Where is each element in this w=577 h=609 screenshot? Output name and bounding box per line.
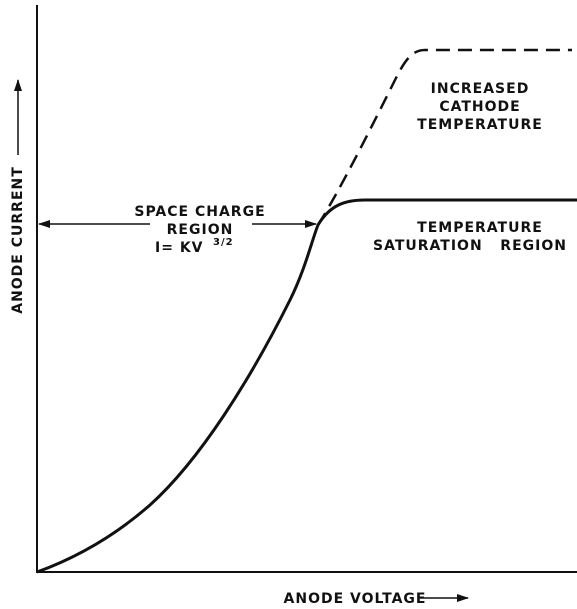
y-axis-label: ANODE CURRENT bbox=[10, 166, 26, 314]
space-charge-line1: SPACE CHARGE bbox=[134, 204, 265, 220]
saturation-line2: SATURATION REGION bbox=[373, 238, 567, 254]
saturation-line1: TEMPERATURE bbox=[417, 220, 543, 236]
x-axis-label: ANODE VOLTAGE bbox=[284, 591, 427, 607]
formula: I= KV bbox=[155, 240, 204, 256]
increased-line3: TEMPERATURE bbox=[417, 117, 543, 133]
high-temp-curve bbox=[316, 48, 572, 226]
increased-line2: CATHODE bbox=[439, 99, 520, 115]
base-curve bbox=[36, 198, 577, 574]
formula-exponent: 3/2 bbox=[213, 237, 234, 248]
space-charge-line2: REGION bbox=[167, 222, 234, 238]
increased-line1: INCREASED bbox=[431, 81, 530, 97]
